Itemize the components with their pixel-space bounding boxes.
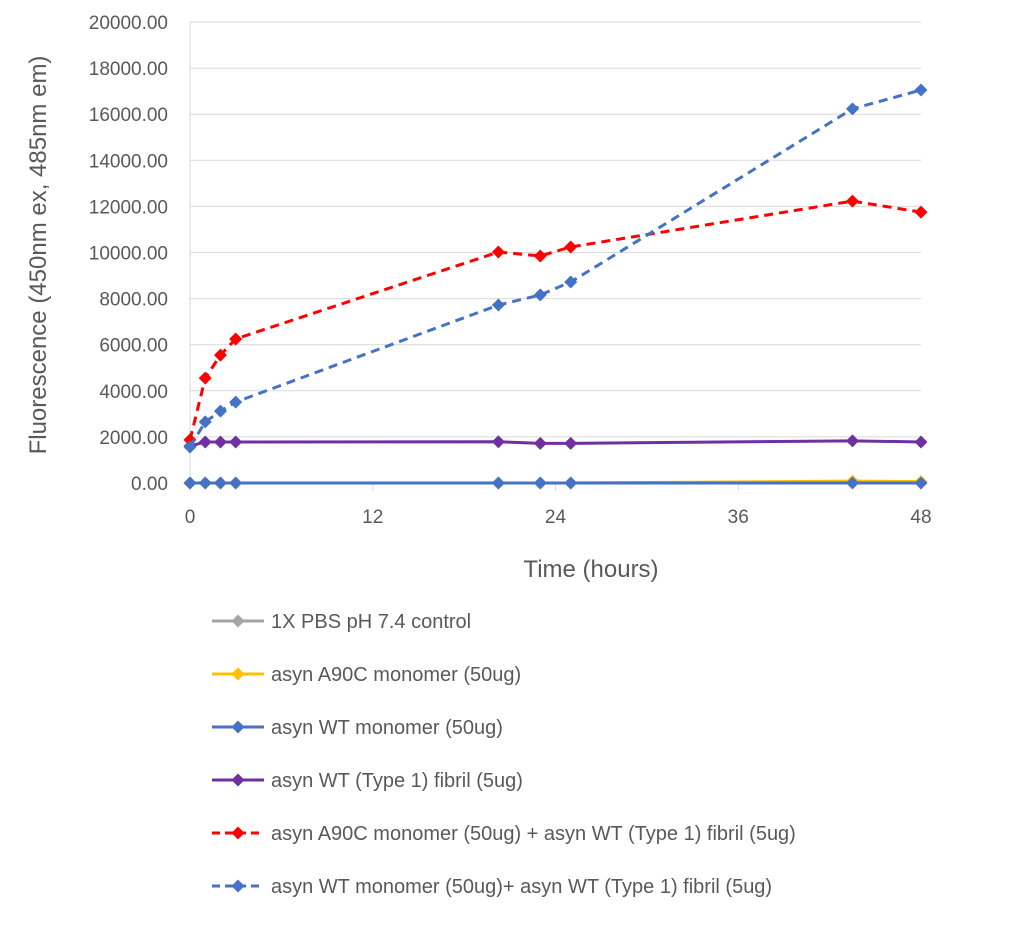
y-tick-label: 4000.00	[99, 382, 168, 403]
legend-label: asyn WT monomer (50ug)+ asyn WT (Type 1)…	[271, 876, 772, 898]
legend-label: 1X PBS pH 7.4 control	[271, 611, 471, 633]
data-point-marker	[491, 245, 505, 259]
legend-entry: asyn WT monomer (50ug)+ asyn WT (Type 1)…	[212, 876, 772, 898]
series-group	[183, 83, 928, 490]
data-point-marker	[198, 415, 212, 429]
data-point-marker	[914, 476, 928, 490]
data-point-marker	[845, 102, 859, 116]
legend-label: asyn WT (Type 1) fibril (5ug)	[271, 770, 523, 792]
series-5	[183, 194, 928, 447]
legend-label: asyn WT monomer (50ug)	[271, 717, 503, 739]
x-tick-label: 48	[910, 507, 931, 528]
data-point-marker	[914, 205, 928, 219]
legend-marker-icon	[231, 773, 245, 787]
y-tick-label: 0.00	[131, 474, 168, 495]
data-point-marker	[229, 476, 243, 490]
data-point-marker	[491, 476, 505, 490]
legend-label: asyn A90C monomer (50ug)	[271, 664, 521, 686]
data-point-marker	[845, 434, 859, 448]
y-tick-label: 16000.00	[89, 105, 168, 126]
data-point-marker	[229, 395, 243, 409]
data-point-marker	[564, 476, 578, 490]
data-point-marker	[491, 298, 505, 312]
series-4	[183, 434, 928, 453]
y-tick-label: 18000.00	[89, 59, 168, 80]
data-point-marker	[229, 435, 243, 449]
legend-marker-icon	[231, 826, 245, 840]
x-tick-label: 12	[362, 507, 383, 528]
y-tick-label: 20000.00	[89, 13, 168, 34]
data-point-marker	[914, 435, 928, 449]
x-tick-label: 0	[185, 507, 196, 528]
x-tick-labels: 0 12 24 36 48	[185, 507, 932, 528]
data-point-marker	[533, 249, 547, 263]
data-point-marker	[198, 435, 212, 449]
data-point-marker	[229, 332, 243, 346]
data-point-marker	[183, 440, 197, 454]
data-point-marker	[845, 194, 859, 208]
y-tick-labels: 0.00 2000.00 4000.00 6000.00 8000.00 10000.00…	[89, 13, 168, 495]
series-6	[183, 83, 928, 454]
legend-marker-icon	[231, 879, 245, 893]
legend-entry: asyn A90C monomer (50ug)	[212, 664, 521, 686]
data-point-marker	[845, 476, 859, 490]
x-axis-title: Time (hours)	[523, 556, 658, 583]
data-point-marker	[213, 404, 227, 418]
data-point-marker	[533, 436, 547, 450]
y-tick-label: 2000.00	[99, 428, 168, 449]
data-point-marker	[533, 476, 547, 490]
y-tick-label: 12000.00	[89, 197, 168, 218]
data-point-marker	[914, 83, 928, 97]
data-point-marker	[183, 476, 197, 490]
x-tick-label: 36	[728, 507, 749, 528]
data-point-marker	[198, 371, 212, 385]
data-point-marker	[564, 240, 578, 254]
series-line	[189, 439, 922, 448]
x-tick-label: 24	[545, 507, 567, 528]
series-3	[183, 476, 928, 490]
data-point-marker	[533, 288, 547, 302]
legend: 1X PBS pH 7.4 control asyn A90C monomer (…	[212, 611, 796, 898]
legend-label: asyn A90C monomer (50ug) + asyn WT (Type…	[271, 823, 796, 845]
legend-entry: asyn A90C monomer (50ug) + asyn WT (Type…	[212, 823, 796, 845]
y-axis-title: Fluorescence (450nm ex, 485nm em)	[25, 56, 52, 455]
series-line	[188, 199, 922, 441]
y-tick-label: 8000.00	[99, 290, 168, 311]
data-point-marker	[564, 275, 578, 289]
series-line	[188, 88, 922, 448]
data-point-marker	[213, 435, 227, 449]
y-tick-label: 6000.00	[99, 336, 168, 357]
data-point-marker	[213, 476, 227, 490]
legend-marker-icon	[231, 720, 245, 734]
y-tick-label: 10000.00	[89, 244, 168, 265]
data-point-marker	[491, 435, 505, 449]
legend-entry: asyn WT (Type 1) fibril (5ug)	[212, 770, 523, 792]
gridlines	[189, 21, 922, 491]
data-point-marker	[198, 476, 212, 490]
legend-marker-icon	[231, 614, 245, 628]
y-tick-label: 14000.00	[89, 151, 168, 172]
legend-entry: asyn WT monomer (50ug)	[212, 717, 503, 739]
data-point-marker	[213, 348, 227, 362]
legend-entry: 1X PBS pH 7.4 control	[212, 611, 471, 633]
data-point-marker	[564, 436, 578, 450]
legend-marker-icon	[231, 667, 245, 681]
